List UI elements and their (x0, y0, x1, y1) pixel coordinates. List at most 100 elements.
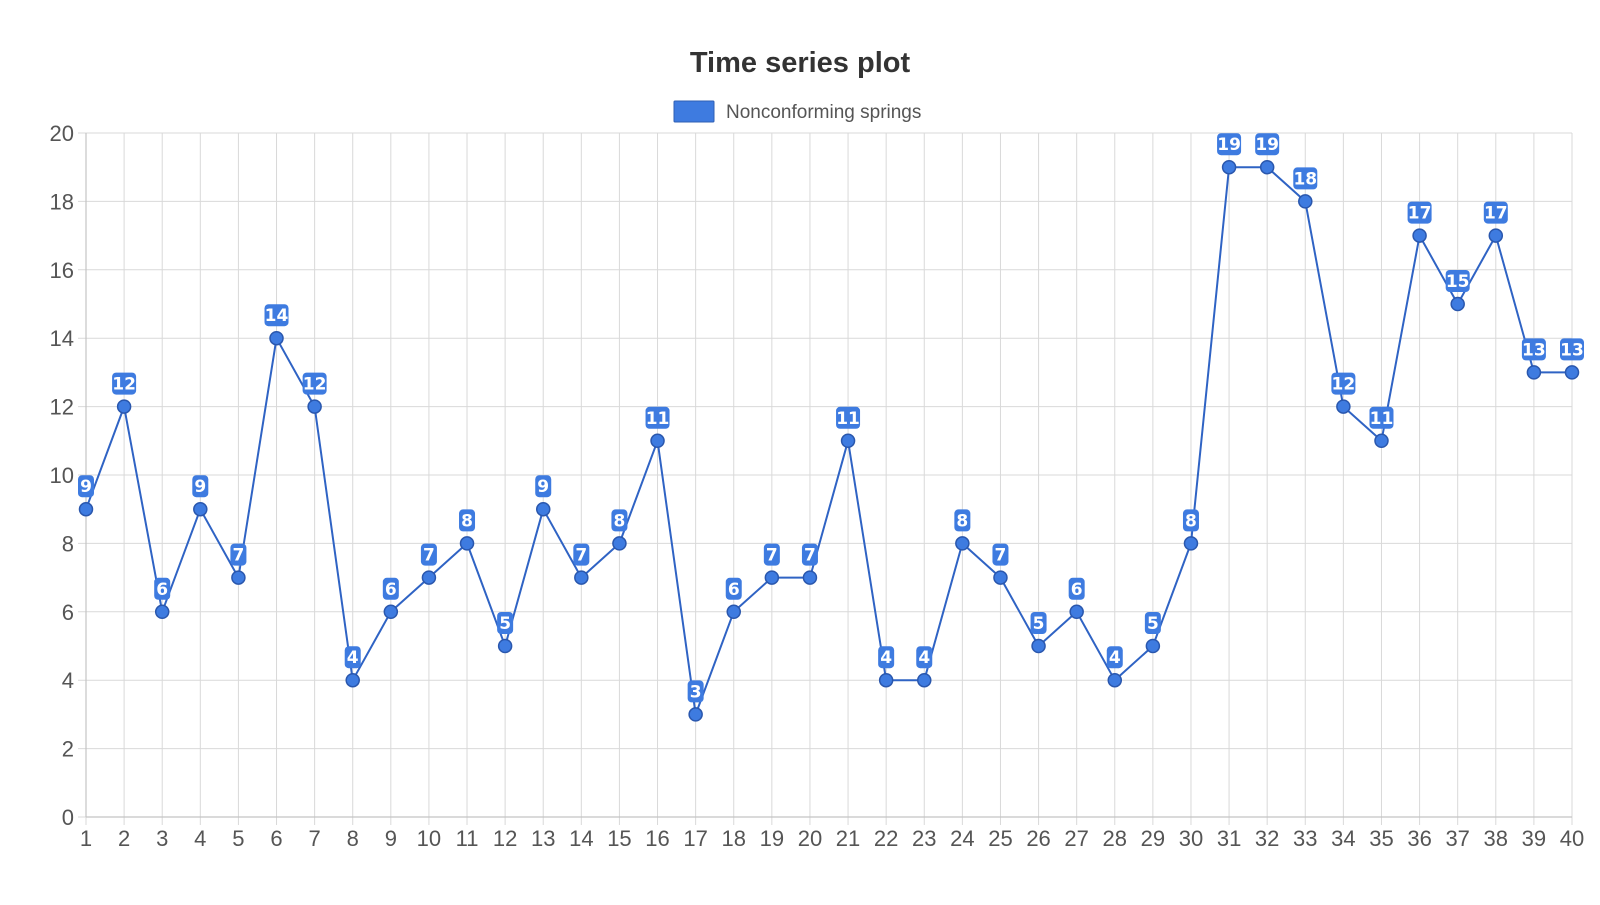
data-point[interactable] (1259, 159, 1275, 175)
data-point[interactable] (1031, 638, 1046, 654)
data-label: 4 (344, 646, 361, 669)
data-label-bg (1521, 338, 1546, 361)
data-point[interactable] (1183, 536, 1199, 551)
data-label-bg (1030, 612, 1047, 634)
x-tick-label: 11 (456, 826, 479, 851)
data-point[interactable] (993, 570, 1008, 585)
data-label: 6 (154, 577, 171, 600)
data-label-value: 8 (956, 511, 968, 531)
data-point[interactable] (955, 536, 970, 551)
series-line (85, 166, 1572, 716)
data-label: 4 (1106, 646, 1123, 669)
data-point[interactable] (1298, 194, 1313, 209)
data-point[interactable] (802, 570, 818, 585)
x-tick-label: 21 (836, 826, 860, 851)
data-point[interactable] (421, 570, 437, 585)
x-tick-label: 9 (385, 826, 397, 851)
data-point[interactable] (154, 604, 170, 620)
y-tick-label: 20 (50, 121, 74, 146)
data-point[interactable] (1336, 399, 1351, 414)
x-tick-label: 26 (1026, 826, 1050, 851)
data-point[interactable] (78, 501, 94, 517)
data-label-bg (344, 646, 361, 669)
data-point[interactable] (1564, 365, 1580, 380)
data-label: 8 (611, 509, 628, 532)
data-label-value: 7 (995, 546, 1007, 566)
data-point[interactable] (459, 536, 475, 551)
y-axis-tick-labels: 0 2 4 6 8 10 12 14 16 18 20 (50, 121, 74, 830)
data-label-bg (420, 543, 437, 566)
data-point[interactable] (1069, 604, 1084, 620)
data-point[interactable] (878, 672, 894, 688)
data-point[interactable] (840, 433, 856, 449)
data-label: 5 (497, 612, 514, 634)
data-point[interactable] (1526, 365, 1542, 380)
data-point[interactable] (1374, 433, 1389, 449)
data-label: 18 (1293, 167, 1318, 190)
data-label-bg (1560, 338, 1584, 361)
data-label-value: 8 (614, 511, 626, 531)
data-point[interactable] (650, 433, 665, 449)
data-label: 14 (264, 304, 289, 327)
data-point[interactable] (307, 399, 322, 414)
data-point[interactable] (497, 638, 513, 654)
data-label-value: 13 (1560, 340, 1584, 360)
data-label: 19 (1255, 133, 1280, 156)
data-point[interactable] (1107, 672, 1123, 688)
x-tick-label: 30 (1179, 826, 1203, 851)
data-label: 3 (687, 680, 704, 703)
data-label-bg (1217, 133, 1242, 156)
data-point[interactable] (1145, 638, 1161, 654)
data-point[interactable] (269, 330, 284, 346)
data-label: 9 (192, 475, 209, 498)
x-tick-label: 33 (1293, 826, 1317, 851)
x-tick-label: 16 (645, 826, 669, 851)
y-tick-label: 6 (62, 600, 74, 625)
x-axis-tick-labels: 1 2 3 4 5 6 7 8 9 10 11 12 13 14 15 16 17 18 19 20 21 22 23 24 2… (80, 826, 1584, 851)
data-point[interactable] (574, 570, 589, 585)
data-point[interactable] (726, 604, 741, 620)
data-label-value: 5 (1147, 614, 1159, 634)
data-point[interactable] (1450, 296, 1465, 312)
data-point[interactable] (612, 536, 627, 551)
data-label-value: 13 (1522, 340, 1546, 360)
x-tick-label: 19 (760, 826, 784, 851)
data-label-value: 12 (112, 375, 136, 395)
data-label: 8 (459, 509, 476, 532)
y-tick-label: 8 (62, 531, 74, 556)
data-label: 17 (1407, 201, 1432, 224)
data-point[interactable] (116, 399, 132, 414)
data-label-bg (878, 646, 895, 669)
data-label: 6 (382, 577, 399, 600)
chart-title: Time series plot (690, 47, 911, 79)
x-tick-label: 35 (1369, 826, 1393, 851)
data-label-value: 6 (156, 580, 168, 600)
data-point[interactable] (764, 570, 780, 585)
data-label-bg (264, 304, 289, 327)
x-tick-label: 20 (798, 826, 822, 851)
data-point[interactable] (231, 570, 246, 585)
data-label: 19 (1217, 133, 1242, 156)
data-point[interactable] (345, 672, 360, 688)
data-point[interactable] (1488, 228, 1504, 243)
data-point[interactable] (535, 501, 551, 517)
legend-swatch (673, 100, 715, 123)
data-point[interactable] (1221, 159, 1237, 175)
data-point[interactable] (193, 501, 208, 517)
data-label: 5 (1030, 612, 1047, 634)
x-tick-label: 8 (347, 826, 359, 851)
data-point[interactable] (917, 672, 932, 688)
data-label: 12 (302, 372, 327, 395)
x-tick-label: 25 (988, 826, 1012, 851)
data-point[interactable] (688, 707, 703, 722)
data-point[interactable] (383, 604, 399, 620)
data-label-bg (916, 646, 933, 669)
data-label-bg (992, 543, 1009, 566)
data-point[interactable] (1412, 228, 1427, 243)
y-tick-label: 10 (50, 463, 74, 488)
legend[interactable]: Nonconforming springs (673, 100, 921, 123)
data-label-value: 4 (1109, 648, 1121, 668)
x-tick-label: 14 (569, 826, 593, 851)
data-label-bg (1182, 509, 1199, 532)
